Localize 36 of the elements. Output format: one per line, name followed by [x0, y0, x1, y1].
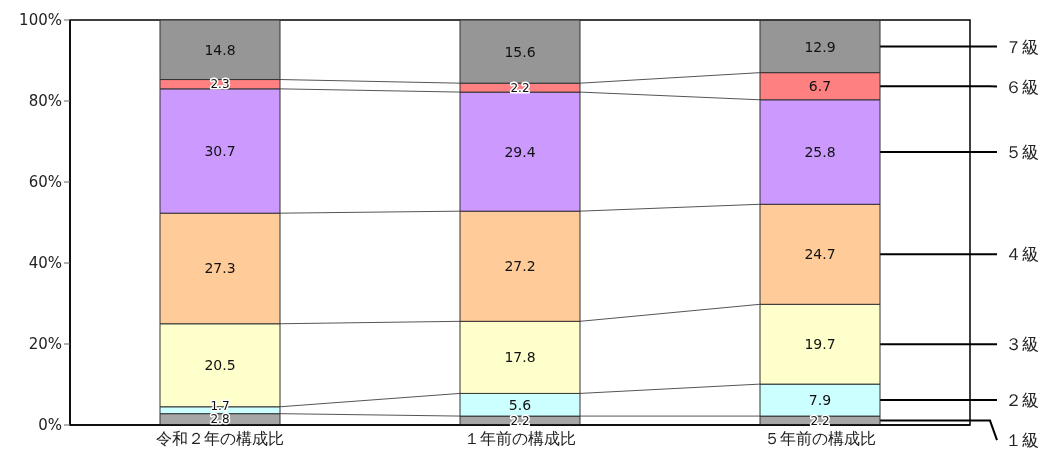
data-label: 20.5: [204, 357, 236, 374]
text: ４級: [1005, 244, 1039, 265]
data-label: 19.7: [804, 336, 836, 353]
data-label: 25.8: [804, 144, 836, 161]
x-tick-label: 令和２年の構成比: [156, 429, 284, 449]
data-label: 6.7: [808, 78, 832, 95]
data-label: 12.9: [804, 38, 836, 55]
data-label: 2.8: [210, 412, 230, 427]
y-tick-label: 40%: [28, 254, 62, 273]
data-label: 15.6: [504, 43, 536, 60]
x-tick-label: １年前の構成比: [464, 429, 576, 449]
data-label: 2.2: [810, 413, 830, 428]
y-tick-label: 20%: [28, 335, 62, 354]
text: １級: [1005, 430, 1039, 451]
data-label: 27.2: [504, 258, 536, 275]
data-label: 27.3: [204, 260, 236, 277]
y-tick-label: 60%: [28, 173, 62, 192]
y-tick-label: 100%: [19, 11, 62, 30]
data-label: 29.4: [504, 143, 536, 160]
data-label: 2.2: [510, 80, 530, 95]
data-label: 30.7: [204, 143, 236, 160]
data-label: 2.3: [210, 77, 230, 92]
text: ５級: [1005, 142, 1039, 163]
data-label: 2.2: [510, 413, 530, 428]
text: ３級: [1005, 334, 1039, 355]
y-tick-label: 0%: [38, 416, 62, 435]
data-label: 24.7: [804, 246, 836, 263]
x-tick-label: ５年前の構成比: [764, 429, 876, 449]
data-label: 14.8: [204, 41, 236, 58]
text: ６級: [1005, 76, 1039, 97]
text: ２級: [1005, 390, 1039, 411]
y-tick-label: 80%: [28, 92, 62, 111]
data-label: 5.6: [508, 396, 532, 413]
data-label: 7.9: [808, 392, 832, 409]
text: ７級: [1005, 36, 1039, 57]
data-label: 17.8: [504, 349, 536, 366]
